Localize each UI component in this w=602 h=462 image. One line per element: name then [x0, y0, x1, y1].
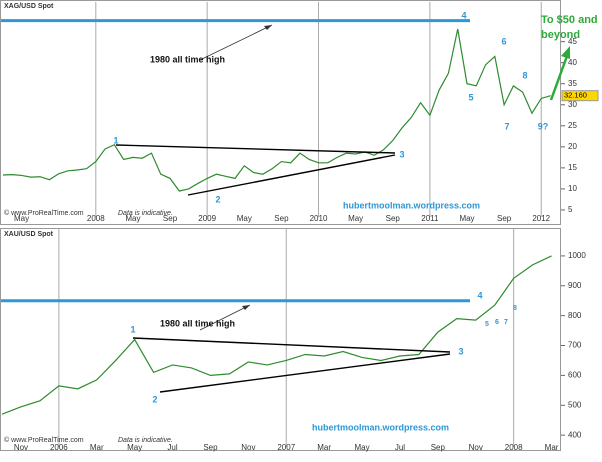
- trend-line: [132, 337, 451, 353]
- y-tick-label: 10: [568, 184, 577, 193]
- note-arrowhead: [264, 25, 272, 30]
- y-tick-label: 600: [568, 371, 582, 380]
- y-tick-label: 800: [568, 311, 582, 320]
- x-tick-label: May: [125, 214, 140, 223]
- wave-label: 9?: [538, 121, 549, 131]
- x-tick-label: Jul: [395, 443, 405, 452]
- note-arrow: [199, 24, 273, 61]
- target-arrow: [549, 55, 569, 101]
- wave-label: 8: [522, 70, 527, 80]
- wave-label: 1: [113, 135, 118, 145]
- source: hubertmoolman.wordpress.com: [343, 200, 480, 210]
- wave-label: 7: [504, 121, 509, 131]
- y-tick-label: 30: [568, 100, 577, 109]
- x-tick-label: Sep: [163, 214, 178, 223]
- panel-frame: [0, 0, 561, 225]
- source: hubertmoolman.wordpress.com: [312, 422, 449, 432]
- x-tick-label: 2011: [421, 214, 439, 223]
- y-tick-label: 35: [568, 79, 577, 88]
- note-arrow: [199, 304, 251, 331]
- x-tick-label: May: [348, 214, 363, 223]
- trend-line: [159, 353, 451, 393]
- x-tick-label: 2008: [505, 443, 523, 452]
- x-tick-label: Sep: [386, 214, 401, 223]
- target-note: beyond: [541, 29, 580, 41]
- price-marker: [561, 90, 599, 102]
- x-tick-label: 2012: [532, 214, 550, 223]
- x-tick-label: May: [459, 214, 474, 223]
- disclaimer: Data is indicative.: [118, 437, 173, 444]
- panel-title: XAG/USD Spot: [4, 3, 54, 10]
- copyright: © www.ProRealTime.com: [4, 436, 84, 444]
- wave-label: 6: [501, 36, 506, 46]
- note-label: 1980 all time high: [150, 54, 225, 64]
- x-tick-label: Sep: [497, 214, 512, 223]
- wave-label: 5: [468, 92, 473, 102]
- wave-label: 2: [215, 194, 220, 204]
- x-tick-label: May: [237, 214, 252, 223]
- y-tick-label: 400: [568, 430, 582, 439]
- y-tick-label: 15: [568, 163, 577, 172]
- x-tick-label: Mar: [317, 443, 331, 452]
- wave-label: 2: [152, 394, 157, 404]
- y-tick-label: 40: [568, 58, 577, 67]
- y-tick-label: 900: [568, 281, 582, 290]
- x-tick-label: Mar: [90, 443, 104, 452]
- wave-label: 3: [458, 346, 463, 356]
- panel-frame: [0, 228, 561, 451]
- x-tick-label: 2007: [277, 443, 295, 452]
- trend-line: [187, 154, 396, 196]
- x-tick-label: May: [354, 443, 369, 452]
- wave-label: 5: [485, 321, 489, 328]
- wave-label: 7: [504, 319, 508, 326]
- x-tick-label: Mar: [545, 443, 559, 452]
- copyright: © www.ProRealTime.com: [4, 209, 84, 217]
- x-tick-label: 2010: [310, 214, 328, 223]
- note-arrowhead: [242, 305, 250, 310]
- x-tick-label: Nov: [469, 443, 483, 452]
- x-tick-label: 2008: [87, 214, 105, 223]
- note-label: 1980 all time high: [160, 318, 235, 328]
- x-tick-label: May: [127, 443, 142, 452]
- x-tick-label: Sep: [431, 443, 446, 452]
- wave-label: 4: [477, 290, 482, 300]
- x-tick-label: Jul: [167, 443, 177, 452]
- x-tick-label: 2009: [198, 214, 216, 223]
- x-tick-label: Nov: [241, 443, 255, 452]
- wave-label: 8: [513, 305, 517, 312]
- x-tick-label: May: [14, 214, 29, 223]
- y-tick-label: 700: [568, 341, 582, 350]
- wave-label: 3: [399, 149, 404, 159]
- x-tick-label: Sep: [274, 214, 289, 223]
- price-line: [1, 255, 552, 415]
- wave-label: 1: [130, 324, 135, 334]
- panel-title: XAU/USD Spot: [4, 231, 54, 238]
- trend-line: [115, 144, 396, 154]
- wave-label: 4: [461, 10, 466, 20]
- y-tick-label: 500: [568, 400, 582, 409]
- wave-label: 6: [495, 319, 499, 326]
- y-tick-label: 20: [568, 142, 577, 151]
- price-marker-label: 32.160: [564, 91, 587, 100]
- price-line: [2, 28, 551, 192]
- x-tick-label: Sep: [203, 443, 218, 452]
- y-tick-label: 1000: [568, 251, 586, 260]
- y-tick-label: 25: [568, 121, 577, 130]
- target-note: To $50 and: [541, 14, 598, 26]
- disclaimer: Data is indicative.: [118, 210, 173, 217]
- y-tick-label: 5: [568, 205, 573, 214]
- target-arrowhead: [561, 46, 570, 59]
- x-tick-label: Nov: [14, 443, 28, 452]
- x-tick-label: 2006: [50, 443, 68, 452]
- y-tick-label: 45: [568, 37, 577, 46]
